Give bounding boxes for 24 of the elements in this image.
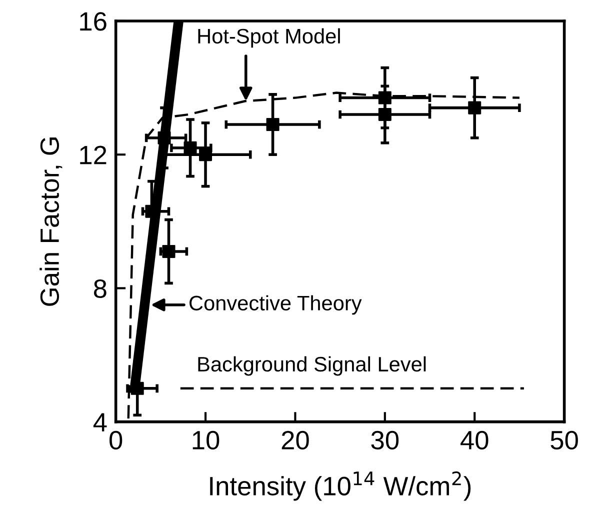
point bbox=[162, 244, 176, 258]
annotation: Hot-Spot Model bbox=[198, 28, 340, 48]
point bbox=[158, 131, 171, 144]
x-tick-label: 10 bbox=[192, 430, 220, 450]
y-axis-title: Gain Factor, G bbox=[40, 138, 62, 306]
x-tick-label: 30 bbox=[371, 430, 399, 450]
y-tick-label: 8 bbox=[94, 279, 106, 298]
x-axis-title: Intensity (10$^{14}$ W/cm$^{2}$) bbox=[210, 471, 471, 501]
x-tick-label: 0 bbox=[110, 430, 122, 450]
x-tick-label: 50 bbox=[550, 430, 578, 450]
point bbox=[266, 118, 280, 132]
point bbox=[468, 101, 482, 114]
point bbox=[378, 108, 392, 121]
point bbox=[199, 148, 212, 162]
y-tick-label: 4 bbox=[93, 413, 107, 432]
annotation: Background Signal Level bbox=[198, 356, 426, 376]
y-tick-label: 12 bbox=[80, 146, 106, 164]
annotation: Convective Theory bbox=[190, 295, 362, 315]
x-tick-label: 40 bbox=[460, 430, 488, 450]
y-tick-label: 16 bbox=[80, 12, 106, 31]
x-tick-label: 20 bbox=[282, 430, 309, 450]
point bbox=[130, 382, 144, 395]
point bbox=[184, 141, 197, 154]
point bbox=[378, 91, 392, 104]
